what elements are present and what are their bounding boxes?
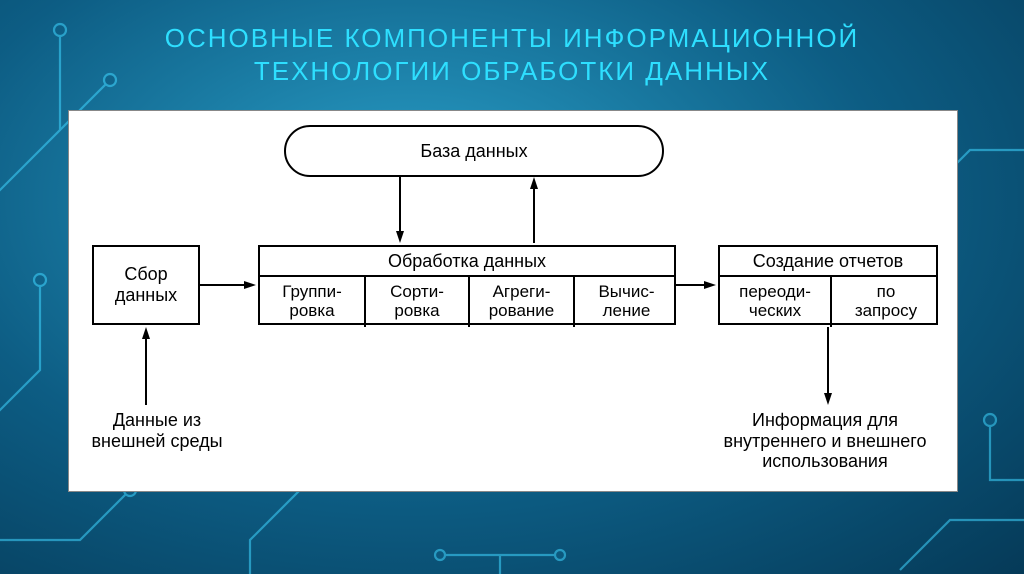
flow-arrows [0,0,1024,574]
slide-background: ОСНОВНЫЕ КОМПОНЕНТЫ ИНФОРМАЦИОННОЙ ТЕХНО… [0,0,1024,574]
